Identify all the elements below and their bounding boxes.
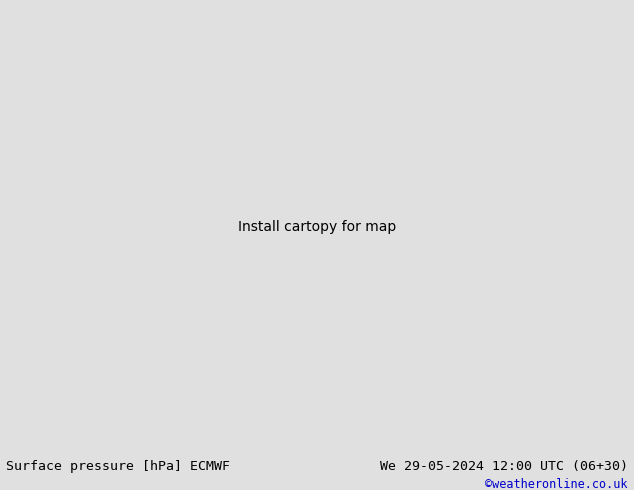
Text: Surface pressure [hPa] ECMWF: Surface pressure [hPa] ECMWF	[6, 460, 230, 473]
Text: We 29-05-2024 12:00 UTC (06+30): We 29-05-2024 12:00 UTC (06+30)	[380, 460, 628, 473]
Text: ©weatheronline.co.uk: ©weatheronline.co.uk	[485, 478, 628, 490]
Text: Install cartopy for map: Install cartopy for map	[238, 220, 396, 234]
